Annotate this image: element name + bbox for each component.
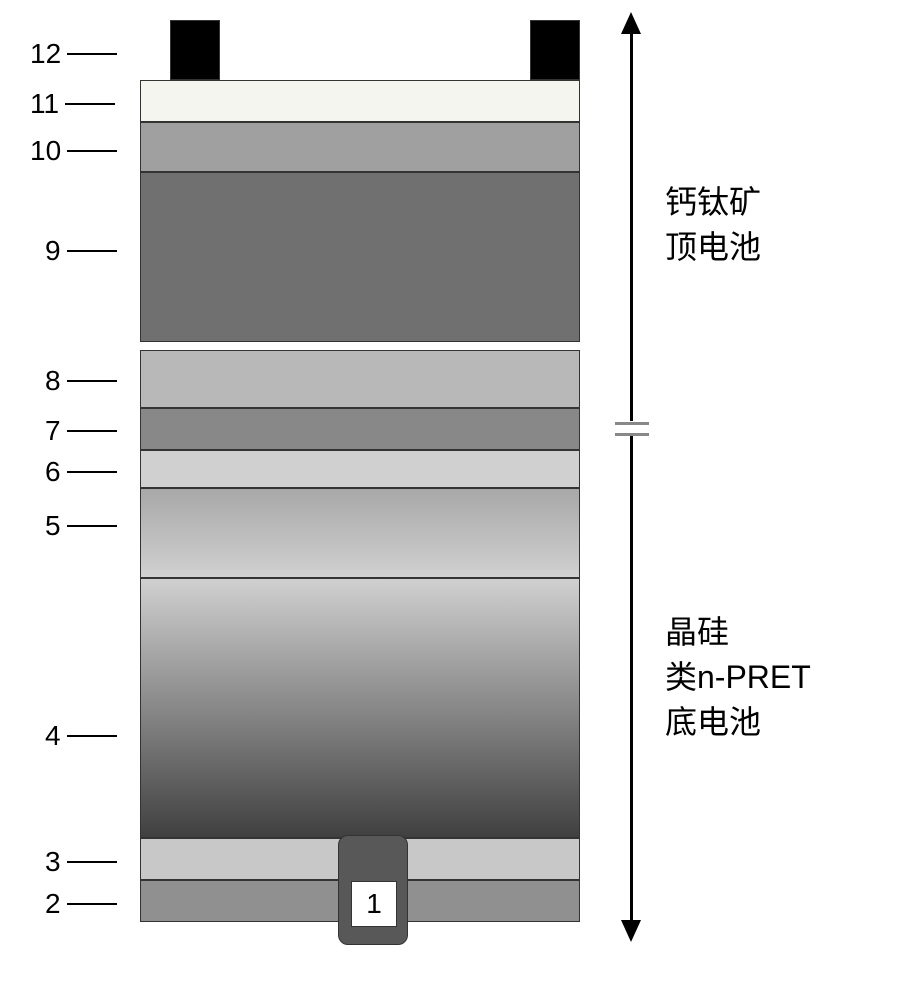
layer-1-label: 1 (366, 888, 382, 920)
layer-5 (140, 488, 580, 578)
layer-4 (140, 578, 580, 838)
leader-line-icon (65, 103, 115, 105)
section-label-top: 钙钛矿 顶电池 (665, 180, 761, 270)
leader-line-icon (67, 53, 117, 55)
label-9: 9 (45, 235, 155, 267)
layer-12-electrode-right (530, 20, 580, 80)
layer-8 (140, 350, 580, 408)
label-4: 4 (45, 720, 155, 752)
section-brackets: 钙钛矿 顶电池 晶硅 类n-PRET 底电池 (610, 20, 890, 970)
label-12: 12 (30, 38, 140, 70)
leader-line-icon (67, 430, 117, 432)
label-2: 2 (45, 888, 155, 920)
leader-line-icon (67, 150, 117, 152)
label-3: 3 (45, 846, 155, 878)
leader-line-icon (67, 861, 117, 863)
arrow-down-icon (621, 920, 641, 942)
leader-line-icon (67, 380, 117, 382)
layer-11 (140, 80, 580, 122)
layer-stack-diagram: 1 12 11 10 9 8 7 6 5 4 3 2 (80, 20, 580, 970)
leader-line-icon (67, 471, 117, 473)
section-label-bottom: 晶硅 类n-PRET 底电池 (665, 610, 811, 744)
label-10: 10 (30, 135, 140, 167)
divider-tick-top (615, 422, 649, 425)
label-6: 6 (45, 456, 155, 488)
arrow-line-top (630, 28, 633, 421)
label-11: 11 (30, 88, 140, 120)
label-5: 5 (45, 510, 155, 542)
layer-7 (140, 408, 580, 450)
layer-6 (140, 450, 580, 488)
leader-line-icon (67, 903, 117, 905)
arrow-line-bottom (630, 436, 633, 923)
label-7: 7 (45, 415, 155, 447)
leader-line-icon (67, 250, 117, 252)
leader-line-icon (67, 525, 117, 527)
layer-1-electrode: 1 (338, 835, 408, 945)
layer-10 (140, 122, 580, 172)
leader-line-icon (67, 735, 117, 737)
layer-9 (140, 172, 580, 342)
layer-1-label-box: 1 (351, 881, 397, 927)
label-8: 8 (45, 365, 155, 397)
layer-12-electrode-left (170, 20, 220, 80)
